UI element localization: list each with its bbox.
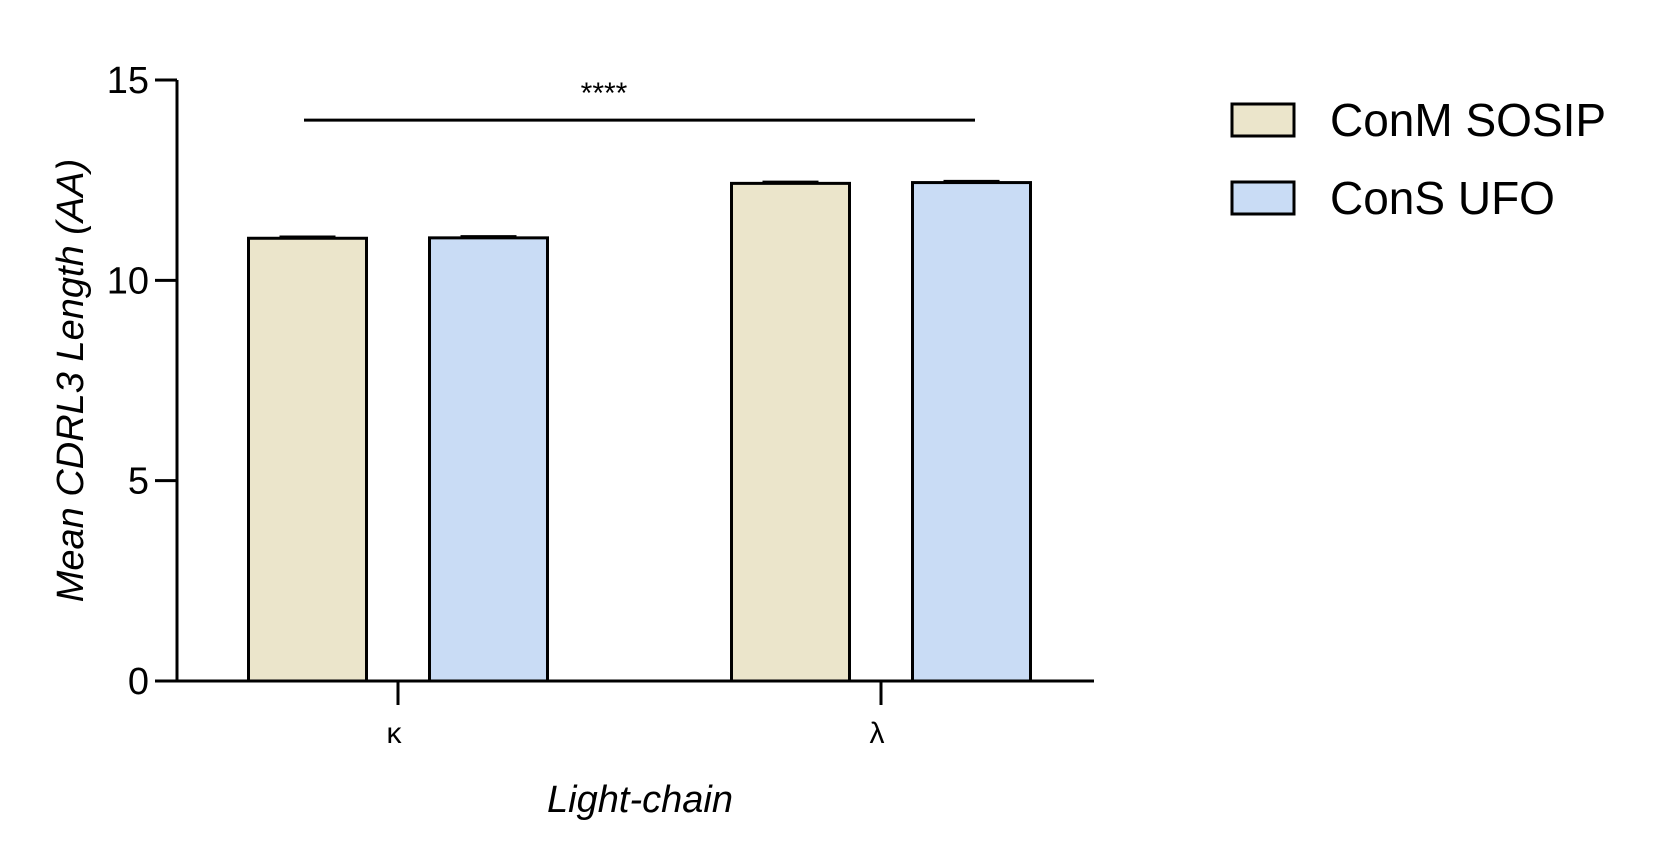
y-tick-label: 5 bbox=[128, 461, 149, 503]
bar bbox=[247, 236, 368, 683]
significance-label: **** bbox=[581, 77, 628, 110]
legend-label: ConM SOSIP bbox=[1330, 94, 1606, 146]
x-tick-label: λ bbox=[870, 717, 885, 750]
x-tick-label: κ bbox=[387, 717, 403, 750]
legend: ConM SOSIP ConS UFO bbox=[1230, 94, 1606, 224]
legend-label: ConS UFO bbox=[1330, 172, 1555, 224]
y-tick-label: 15 bbox=[107, 60, 149, 102]
bars-group bbox=[247, 181, 1032, 683]
legend-swatch bbox=[1230, 102, 1296, 138]
bar bbox=[911, 181, 1032, 683]
bar bbox=[730, 181, 851, 683]
bar bbox=[428, 236, 549, 683]
error-bars-group bbox=[279, 179, 1000, 239]
y-ticks-group: 0 5 10 15 bbox=[107, 60, 177, 703]
legend-swatch bbox=[1230, 180, 1296, 216]
y-axis-title: Mean CDRL3 Length (AA) bbox=[50, 159, 92, 603]
x-axis-title: Light-chain bbox=[547, 779, 733, 821]
y-tick-label: 10 bbox=[107, 260, 149, 302]
y-tick-label: 0 bbox=[128, 661, 149, 703]
